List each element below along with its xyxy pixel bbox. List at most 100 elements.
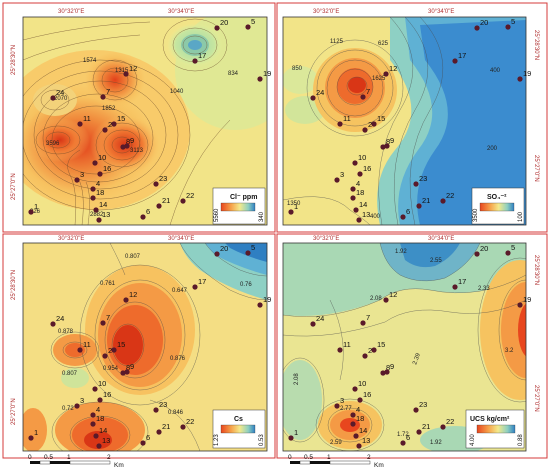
well-label: 1 bbox=[34, 202, 38, 211]
well-label: 15 bbox=[377, 340, 385, 349]
contour-label: 0.807 bbox=[125, 254, 141, 260]
well-label: 1 bbox=[294, 202, 298, 211]
well-marker bbox=[97, 397, 103, 403]
well-marker bbox=[371, 121, 377, 127]
well-label: 13 bbox=[362, 210, 370, 219]
well-label: 23 bbox=[159, 400, 167, 409]
well-marker bbox=[192, 284, 198, 290]
lon-label-right: 30°34'0"E bbox=[428, 9, 454, 15]
well-label: 21 bbox=[422, 196, 430, 205]
scale-unit: Km bbox=[374, 462, 384, 469]
contour-label: 0.76 bbox=[240, 282, 252, 288]
well-label: 13 bbox=[102, 436, 110, 445]
well-marker bbox=[245, 250, 251, 256]
well-marker bbox=[383, 71, 389, 77]
well-marker bbox=[214, 251, 220, 257]
well-marker bbox=[111, 121, 117, 127]
well-marker bbox=[93, 207, 99, 213]
well-marker bbox=[350, 421, 356, 427]
well-marker bbox=[92, 160, 98, 166]
well-label: 24 bbox=[56, 314, 64, 323]
panel-sulfate: 30°32'0"E 30°34'0"E 25°28'30"N 25°27'0"N… bbox=[282, 9, 539, 226]
well-marker bbox=[288, 209, 294, 215]
well-marker bbox=[400, 214, 406, 220]
well-label: 7 bbox=[366, 313, 370, 322]
legend-title: UCS kg/cm² bbox=[470, 416, 510, 423]
well-marker bbox=[28, 435, 34, 441]
contour-label: 1.92 bbox=[395, 249, 407, 255]
well-label: 14 bbox=[99, 200, 107, 209]
well-label: 17 bbox=[198, 277, 206, 286]
contour-label: 0.878 bbox=[58, 329, 74, 335]
well-label: 19 bbox=[263, 69, 271, 78]
contour-label: 1.92 bbox=[430, 440, 442, 446]
well-marker bbox=[383, 297, 389, 303]
well-marker bbox=[352, 160, 358, 166]
well-label: 18 bbox=[96, 414, 104, 423]
well-label: 17 bbox=[458, 277, 466, 286]
well-label: 7 bbox=[106, 313, 110, 322]
contour-label: 0.647 bbox=[172, 288, 188, 294]
well-label: 4 bbox=[96, 179, 100, 188]
legend-title: SO₄⁻² bbox=[487, 194, 507, 201]
well-marker bbox=[452, 58, 458, 64]
well-marker bbox=[505, 250, 511, 256]
scale-tick: 2 bbox=[367, 454, 371, 461]
well-label: 16 bbox=[363, 390, 371, 399]
well-marker bbox=[384, 143, 390, 149]
well-label: 24 bbox=[316, 314, 324, 323]
lon-label-left: 30°32'0"E bbox=[58, 9, 84, 15]
well-marker bbox=[153, 181, 159, 187]
legend-min: 0.53 bbox=[259, 434, 265, 446]
well-marker bbox=[357, 397, 363, 403]
well-marker bbox=[360, 94, 366, 100]
well-marker bbox=[120, 370, 126, 376]
well-label: 23 bbox=[419, 400, 427, 409]
well-label: 14 bbox=[99, 426, 107, 435]
well-marker bbox=[356, 217, 362, 223]
contour-label: 3113 bbox=[130, 148, 144, 154]
well-marker bbox=[413, 181, 419, 187]
well-marker bbox=[360, 320, 366, 326]
well-marker bbox=[517, 76, 523, 82]
well-marker bbox=[517, 302, 523, 308]
well-label: 1 bbox=[294, 428, 298, 437]
well-marker bbox=[90, 195, 96, 201]
well-marker bbox=[371, 347, 377, 353]
well-marker bbox=[90, 421, 96, 427]
panel-chloride: 30°32'0"E 30°34'0"E 25°28'30"N 25°27'0"N… bbox=[11, 9, 268, 226]
well-marker bbox=[28, 209, 34, 215]
legend-min: 100 bbox=[518, 211, 524, 222]
well-label: 5 bbox=[511, 243, 515, 252]
panel-frame-sulfate-outer bbox=[276, 2, 548, 233]
contour-label: 0.954 bbox=[103, 366, 119, 372]
well-marker bbox=[257, 76, 263, 82]
well-label: 5 bbox=[251, 243, 255, 252]
legend-min: 340 bbox=[259, 211, 265, 222]
contour-label: 2070 bbox=[54, 96, 68, 102]
well-marker bbox=[77, 347, 83, 353]
lat-label-top: 25°28'30"N bbox=[11, 270, 17, 300]
well-marker bbox=[100, 94, 106, 100]
well-marker bbox=[124, 143, 130, 149]
well-label: 8 bbox=[386, 363, 390, 372]
well-label: 15 bbox=[117, 114, 125, 123]
well-label: 19 bbox=[523, 69, 531, 78]
well-marker bbox=[350, 195, 356, 201]
well-label: 23 bbox=[159, 174, 167, 183]
well-marker bbox=[350, 412, 356, 418]
well-label: 2 bbox=[108, 120, 112, 129]
well-label: 17 bbox=[458, 51, 466, 60]
scale-tick: 0.5 bbox=[44, 454, 53, 461]
well-label: 9 bbox=[390, 136, 394, 145]
lon-label-left: 30°32'0"E bbox=[313, 9, 339, 15]
contour-label: 0.761 bbox=[100, 281, 116, 287]
well-marker bbox=[505, 24, 511, 30]
well-marker bbox=[96, 217, 102, 223]
well-label: 14 bbox=[359, 426, 367, 435]
well-label: 18 bbox=[356, 414, 364, 423]
well-marker bbox=[180, 424, 186, 430]
well-marker bbox=[102, 127, 108, 133]
